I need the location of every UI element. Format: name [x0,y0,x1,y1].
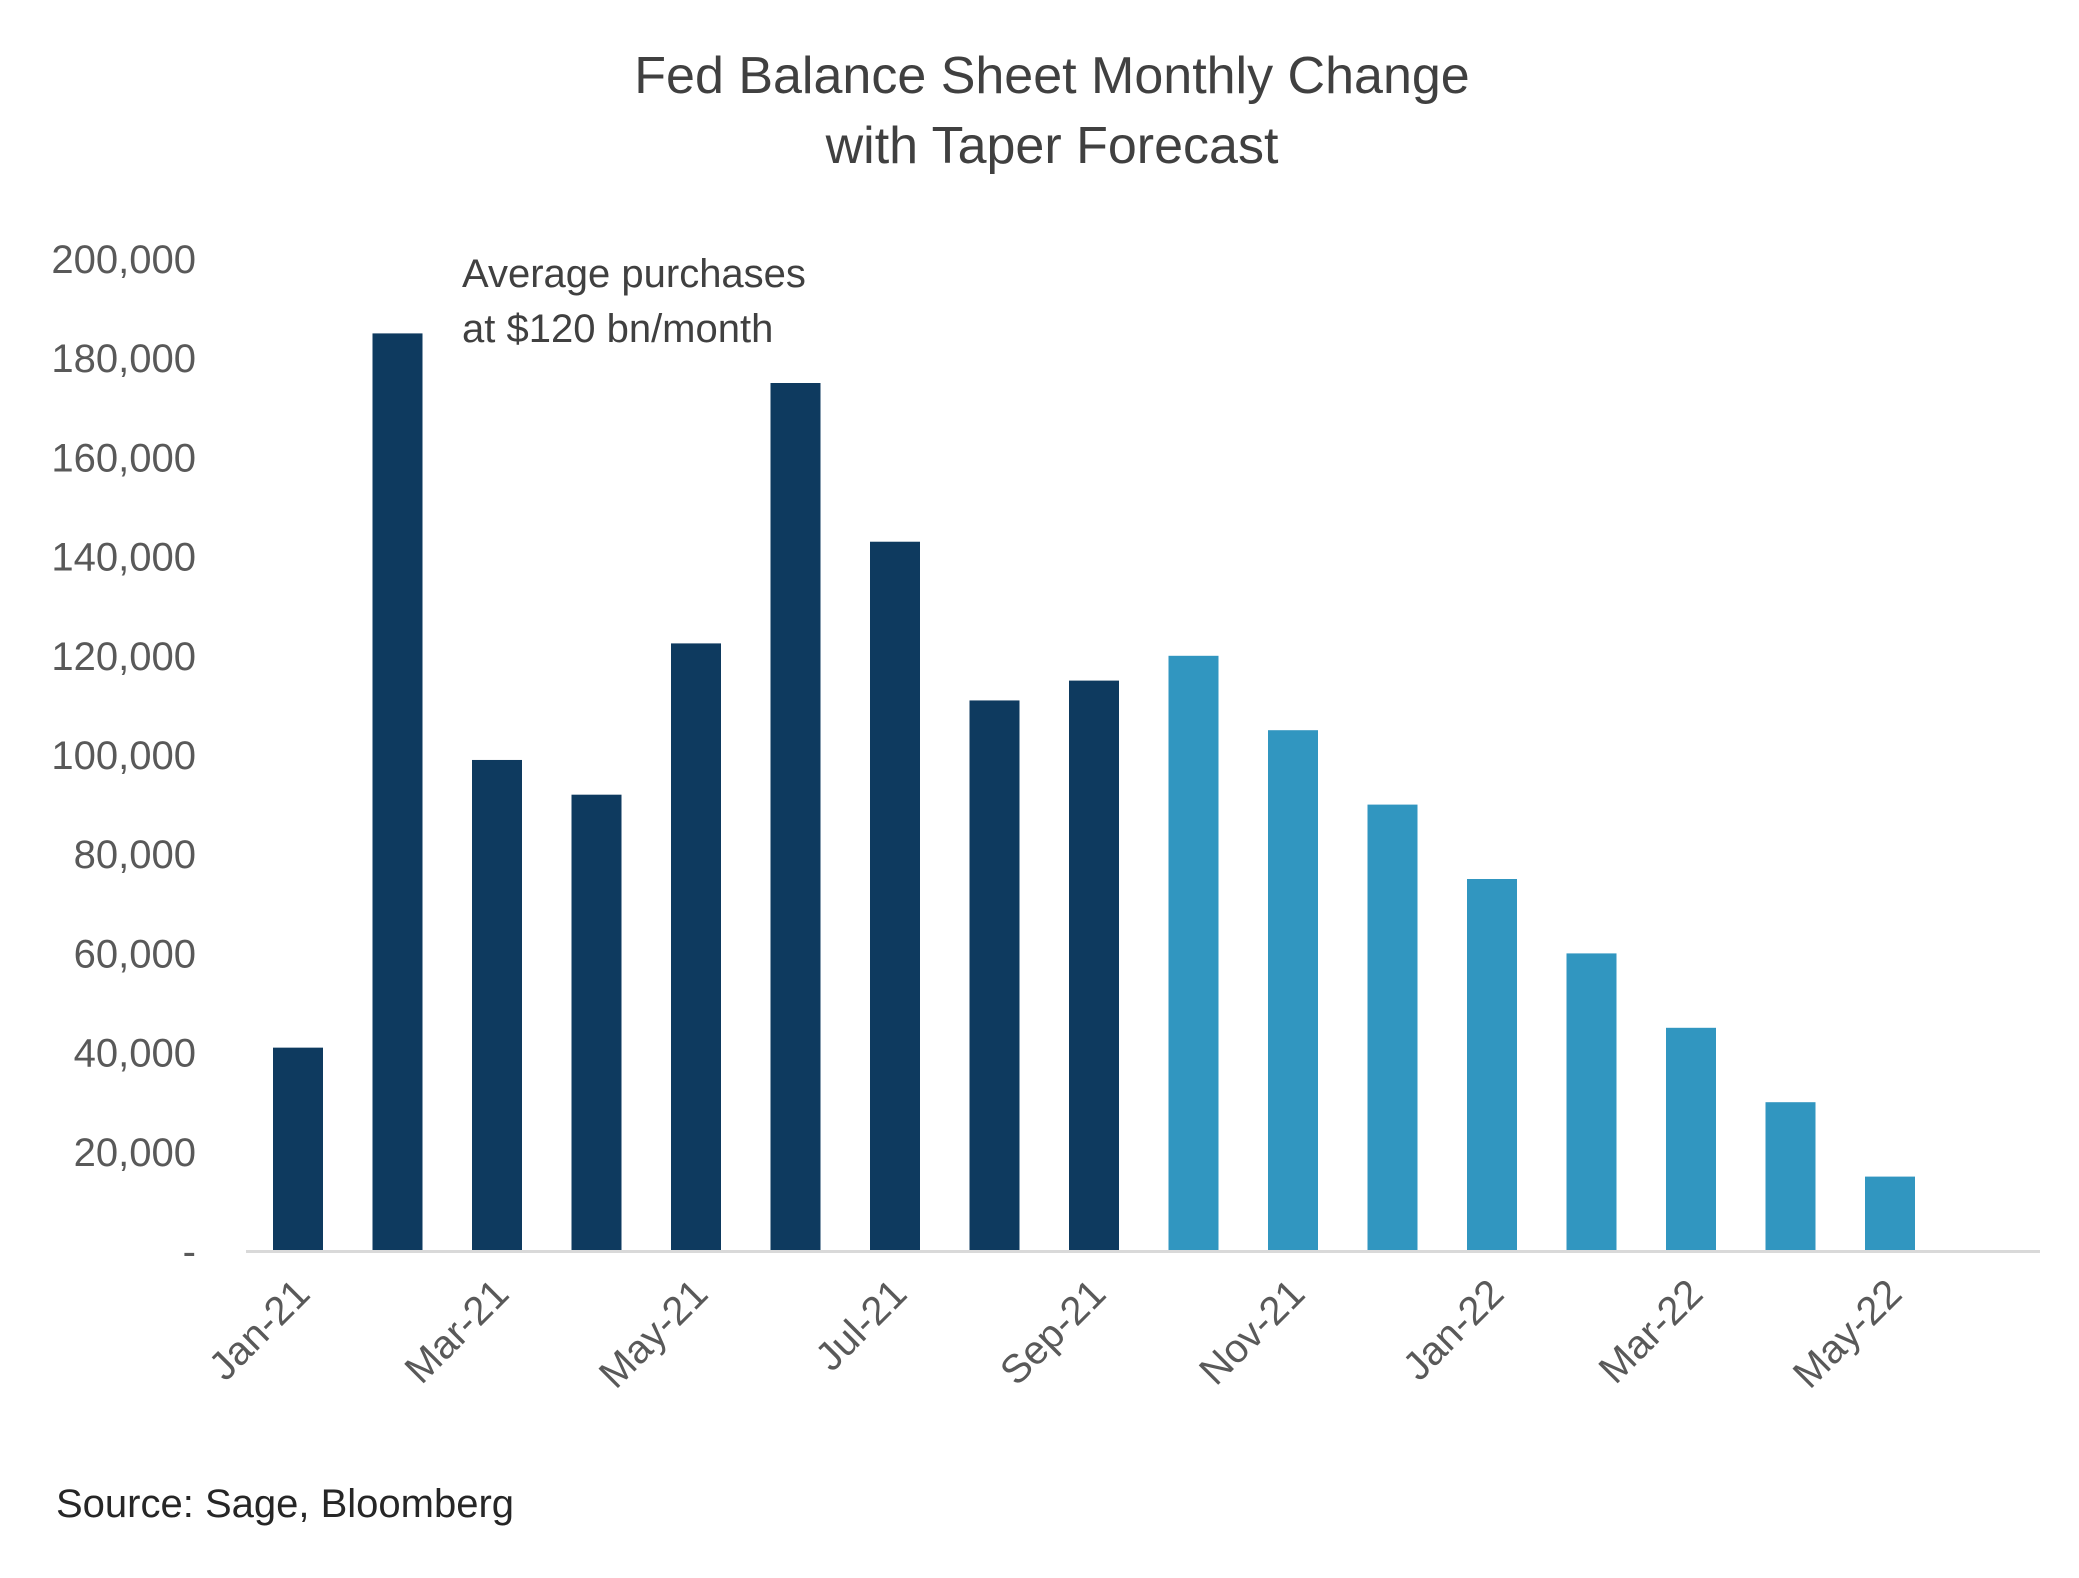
x-tick-label-jan-22: Jan-22 [1395,1271,1513,1389]
y-tick-label-8: 160,000 [51,436,196,480]
x-tick-label-nov-21: Nov-21 [1191,1271,1313,1393]
y-tick-label-3: 60,000 [74,932,196,976]
x-tick-label-mar-22: Mar-22 [1591,1271,1712,1392]
y-tick-label-4: 80,000 [74,833,196,877]
x-tick-label-jan-21: Jan-21 [201,1271,319,1389]
annotation-line-2: at $120 bn/month [462,307,773,351]
chart-title-line-1: Fed Balance Sheet Monthly Change [634,47,1469,105]
y-tick-label-6: 120,000 [51,635,196,679]
bar-actual-jun-21 [770,383,821,1251]
x-axis: Jan-21 Mar-21 May-21 Jul-21 Sep-21 Nov-21 Jan-… [201,1271,1911,1396]
y-tick-label-1: 20,000 [74,1131,196,1175]
source-note: Source: Sage, Bloomberg [56,1482,514,1526]
bar-actual-sep-21 [1069,680,1119,1251]
y-tick-label-5: 100,000 [51,734,196,778]
bar-actual-apr-21 [571,794,622,1251]
y-tick-label-9: 180,000 [51,337,196,381]
bar-actual-mar-21 [472,759,522,1251]
y-axis: - 20,000 40,000 60,000 80,000 100,000 120,000 1… [51,238,196,1274]
bar-actual-jan-21 [273,1047,323,1251]
bar-actual-jul-21 [870,541,920,1251]
bar-forecast-may-22 [1865,1176,1915,1251]
y-tick-label-10: 200,000 [51,238,196,282]
bar-forecast-oct-21 [1168,655,1219,1251]
bar-actual-may-21 [671,643,721,1251]
x-tick-label-mar-21: Mar-21 [397,1271,518,1392]
x-tick-label-may-21: May-21 [591,1271,716,1396]
bar-forecast-apr-22 [1765,1102,1816,1251]
bar-actual-feb-21 [372,333,423,1251]
x-tick-label-jul-21: Jul-21 [807,1271,915,1379]
x-tick-label-sep-21: Sep-21 [992,1271,1114,1393]
chart-title-line-2: with Taper Forecast [825,117,1279,175]
bar-forecast-feb-22 [1566,953,1617,1251]
y-tick-label-7: 140,000 [51,536,196,580]
bar-forecast-nov-21 [1268,730,1318,1251]
bar-forecast-jan-22 [1467,879,1517,1251]
plot-area [273,333,1915,1251]
bar-forecast-mar-22 [1666,1027,1716,1251]
x-tick-label-may-22: May-22 [1785,1271,1910,1396]
y-tick-label-0: - [183,1230,196,1274]
y-tick-label-2: 40,000 [74,1032,196,1076]
annotation-line-1: Average purchases [462,252,806,296]
bar-forecast-dec-21 [1367,804,1418,1251]
bar-actual-aug-21 [969,700,1020,1251]
